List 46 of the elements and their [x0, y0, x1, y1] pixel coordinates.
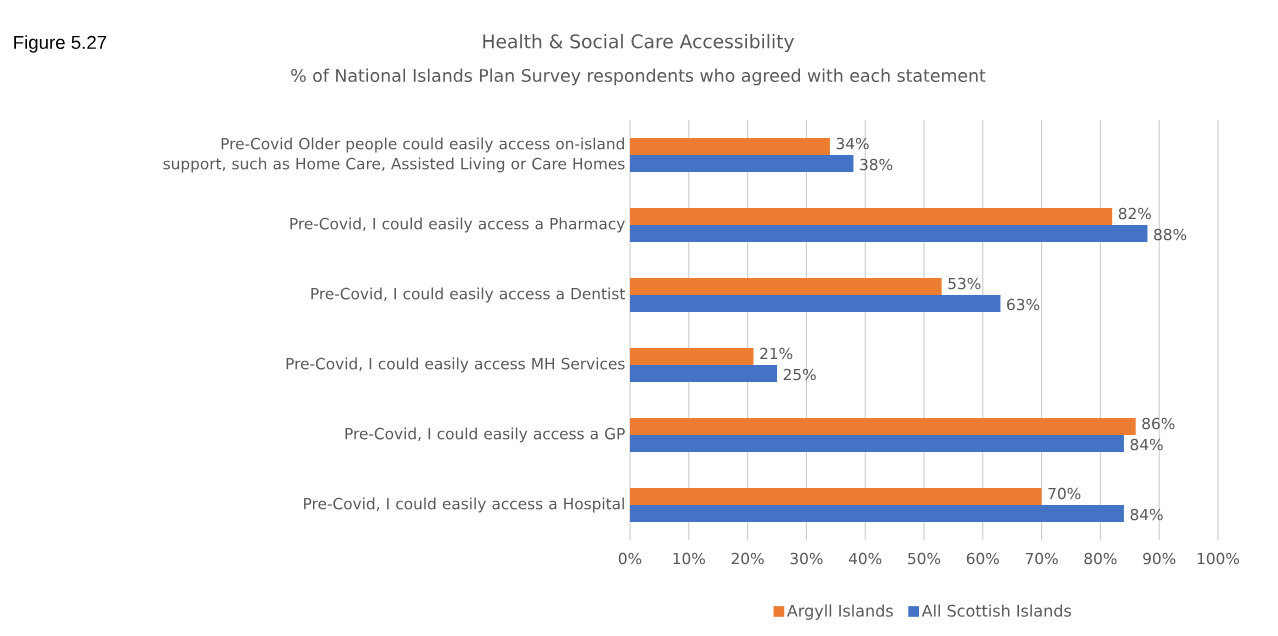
bar: [630, 295, 1001, 312]
data-label: 88%: [1154, 228, 1187, 241]
x-tick-label: 100%: [1197, 552, 1240, 565]
x-tick-label: 30%: [790, 552, 823, 565]
y-tick-label: Pre-Covid, I could easily access MH Services: [286, 357, 625, 373]
x-tick-label: 60%: [966, 552, 999, 565]
data-label: 53%: [948, 277, 981, 290]
bar: [630, 505, 1124, 522]
bar: [630, 278, 942, 295]
bar: [630, 418, 1136, 435]
chart-subtitle: % of National Islands Plan Survey respondents who agreed with each statement: [291, 68, 986, 86]
caption: Figure 5.27: [14, 35, 107, 53]
x-tick-label: 50%: [908, 552, 941, 565]
bar: [630, 138, 830, 155]
x-tick-label: 70%: [1025, 552, 1058, 565]
data-label: 63%: [1007, 298, 1040, 311]
bar: [630, 488, 1042, 505]
data-label: 82%: [1118, 207, 1151, 220]
x-tick-label: 90%: [1143, 552, 1176, 565]
x-tick-label: 0%: [618, 552, 642, 565]
bar: [630, 365, 777, 382]
chart-title: Health & Social Care Accessibility: [483, 33, 794, 53]
bar: [630, 155, 854, 172]
legend-label: All Scottish Islands: [921, 604, 1072, 617]
bar: [630, 225, 1148, 242]
bar: [630, 435, 1124, 452]
data-label: 84%: [1130, 508, 1163, 521]
y-tick-label: Pre-Covid, I could easily access a Dentist: [311, 287, 625, 303]
y-tick-label: Pre-Covid, I could easily access a GP: [345, 427, 625, 443]
y-tick-label: Pre-Covid, I could easily access a Pharmacy: [290, 217, 625, 233]
data-label: 84%: [1130, 438, 1163, 451]
x-tick-label: 20%: [731, 552, 764, 565]
data-label: 38%: [860, 158, 893, 171]
bar: [630, 348, 754, 365]
y-tick-label: Pre-Covid, I could easily access a Hospital: [304, 497, 624, 513]
data-label: 25%: [783, 368, 816, 381]
data-label: 21%: [760, 347, 793, 360]
x-tick-label: 10%: [673, 552, 705, 565]
bar: [630, 208, 1113, 225]
x-tick-label: 80%: [1084, 552, 1117, 565]
x-tick-label: 40%: [848, 552, 882, 565]
data-label: 34%: [836, 137, 869, 150]
data-label: 70%: [1048, 487, 1081, 500]
y-tick-label: Pre-Covid Older people could easily access on-island support, such as Home Care, Assisted Living or Care Homes: [163, 137, 625, 173]
data-label: 86%: [1142, 417, 1175, 430]
legend-label: Argyll Islands: [786, 604, 893, 620]
